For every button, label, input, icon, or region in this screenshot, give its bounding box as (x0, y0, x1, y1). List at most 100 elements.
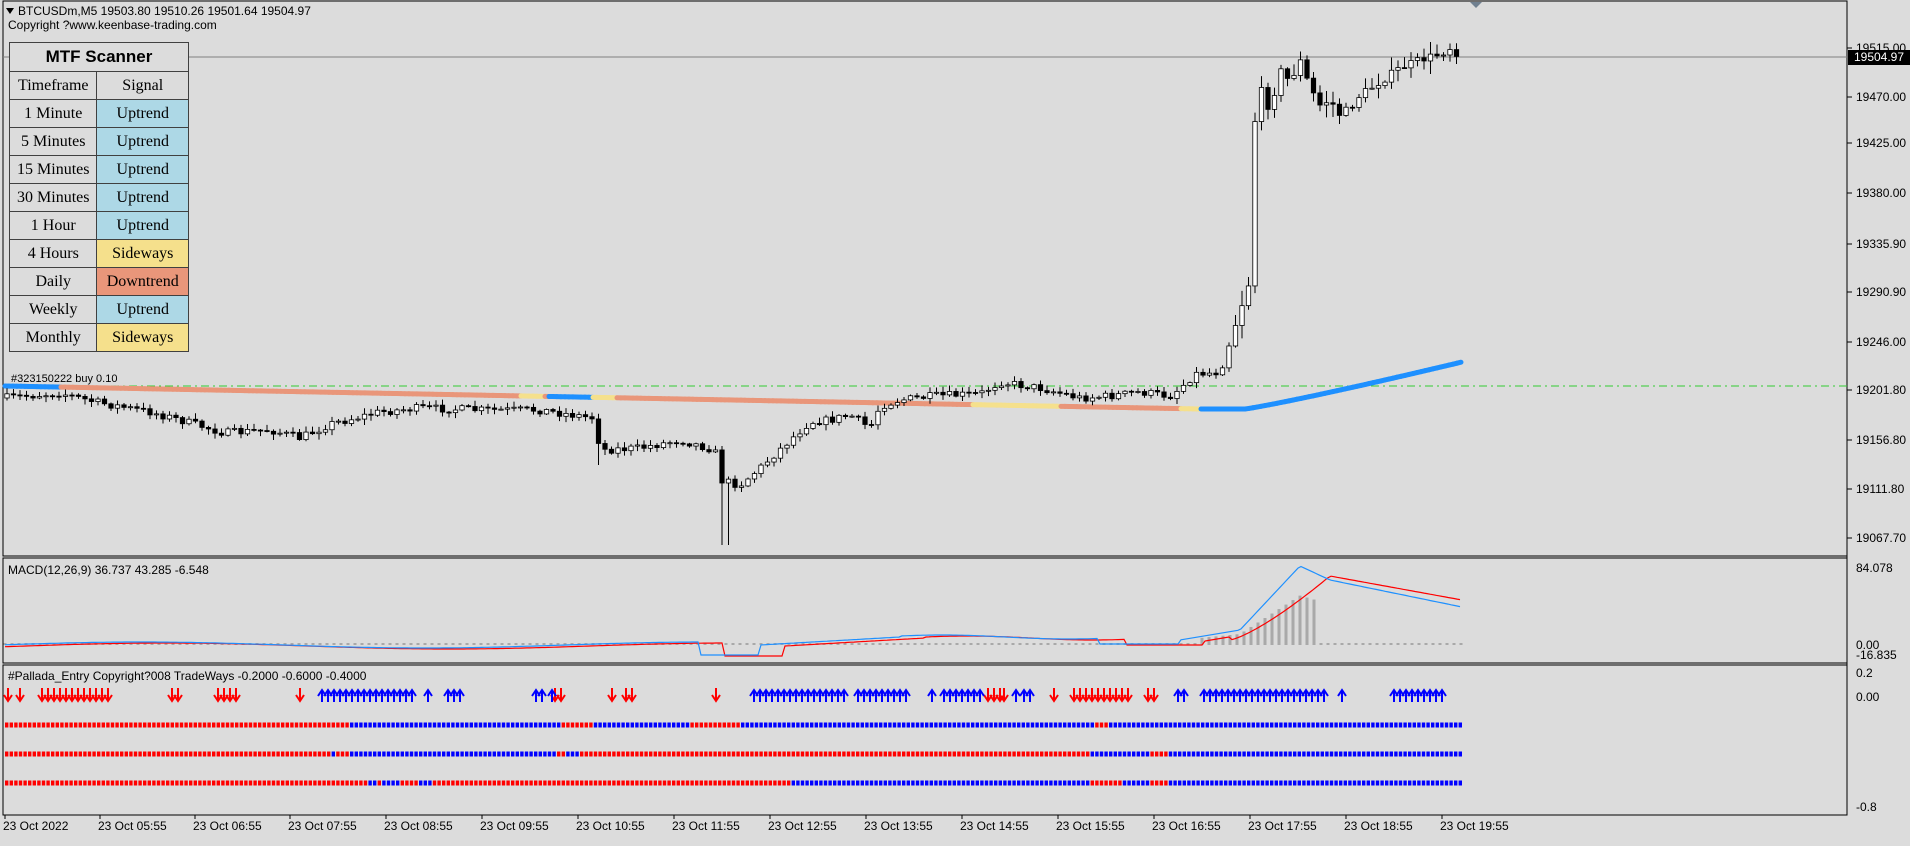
candle-body (1448, 50, 1452, 55)
candle-body (785, 445, 789, 448)
candle-body (1272, 96, 1276, 110)
pallada-dot (368, 723, 371, 728)
pallada-dot (709, 781, 712, 786)
pallada-dot (111, 723, 114, 728)
candle-body (681, 443, 685, 444)
pallada-dot (1118, 723, 1121, 728)
pallada-dot (1394, 752, 1397, 757)
pallada-dot (511, 723, 514, 728)
macd-main-line (5, 567, 1460, 656)
pallada-dot (994, 781, 997, 786)
pallada-dot (1284, 781, 1287, 786)
pallada-dot (649, 723, 652, 728)
candle-body (1201, 372, 1205, 375)
pallada-dot (387, 781, 390, 786)
timeframe-cell: 5 Minutes (10, 128, 97, 156)
candle-body (1129, 391, 1133, 392)
candle-body (102, 399, 106, 404)
symbol-dropdown-icon[interactable] (6, 8, 14, 14)
pallada-dot (493, 723, 496, 728)
pallada-dot (1445, 781, 1448, 786)
pallada-dot (644, 752, 647, 757)
pallada-dot (327, 752, 330, 757)
candle-body (798, 434, 802, 437)
pallada-dot (778, 781, 781, 786)
pallada-dot (474, 781, 477, 786)
pallada-dot (1298, 752, 1301, 757)
pallada-dot (819, 752, 822, 757)
pallada-dot (640, 781, 643, 786)
pallada-dot (1252, 781, 1255, 786)
pallada-dot (1399, 723, 1402, 728)
pallada-dot (1390, 781, 1393, 786)
candle-body (824, 417, 828, 425)
timeframe-cell: Monthly (10, 324, 97, 352)
pallada-dot (391, 723, 394, 728)
pallada-dot (437, 752, 440, 757)
pallada-dot (999, 752, 1002, 757)
pallada-dot (345, 752, 348, 757)
price-tick-label: 19290.90 (1856, 285, 1906, 299)
pallada-dot (1413, 723, 1416, 728)
pallada-dot (336, 752, 339, 757)
buy-arrow-icon (902, 690, 910, 702)
pallada-dot (571, 752, 574, 757)
pallada-dot (893, 781, 896, 786)
candle-body (668, 443, 672, 444)
pallada-dot (33, 723, 36, 728)
pallada-dot (69, 752, 72, 757)
pallada-dot (916, 752, 919, 757)
pallada-dot (732, 752, 735, 757)
pallada-dot (161, 752, 164, 757)
pallada-dot (1394, 781, 1397, 786)
pallada-dot (1307, 723, 1310, 728)
pallada-dot (138, 781, 141, 786)
pallada-dot (571, 723, 574, 728)
pallada-dot (1426, 781, 1429, 786)
pallada-dot (539, 723, 542, 728)
candle-body (349, 420, 353, 424)
candle-body (1240, 306, 1244, 326)
candle-body (746, 479, 750, 486)
pallada-dot (479, 723, 482, 728)
pallada-dot (493, 752, 496, 757)
pallada-dot (1403, 723, 1406, 728)
pallada-dot (1137, 752, 1140, 757)
pallada-dot (971, 723, 974, 728)
pallada-dot (1344, 723, 1347, 728)
pallada-dot (387, 752, 390, 757)
pallada-dot (97, 723, 100, 728)
pallada-dot (428, 723, 431, 728)
signal-cell: Uptrend (97, 184, 189, 212)
pallada-dot (782, 781, 785, 786)
pallada-dot (79, 752, 82, 757)
candle-body (323, 430, 327, 432)
pallada-dot (1049, 781, 1052, 786)
pallada-dot (10, 723, 13, 728)
pallada-dot (989, 781, 992, 786)
candle-body (1097, 397, 1101, 398)
pallada-dot (755, 752, 758, 757)
pallada-dot (589, 781, 592, 786)
pallada-dot (1114, 781, 1117, 786)
scroll-marker-icon[interactable] (1470, 2, 1482, 8)
pallada-dot (525, 723, 528, 728)
pallada-dot (286, 752, 289, 757)
pallada-dot (1077, 781, 1080, 786)
pallada-dot (433, 723, 436, 728)
pallada-dot (1210, 752, 1213, 757)
pallada-dot (1422, 752, 1425, 757)
pallada-dot (644, 781, 647, 786)
candle-body (1383, 82, 1387, 85)
pallada-dot (1275, 781, 1278, 786)
pallada-dot (401, 781, 404, 786)
candle-body (1045, 391, 1049, 393)
candle-body (63, 395, 67, 396)
candle-body (876, 411, 880, 424)
pallada-dot (1454, 723, 1457, 728)
pallada-dot (263, 781, 266, 786)
pallada-dot (364, 781, 367, 786)
